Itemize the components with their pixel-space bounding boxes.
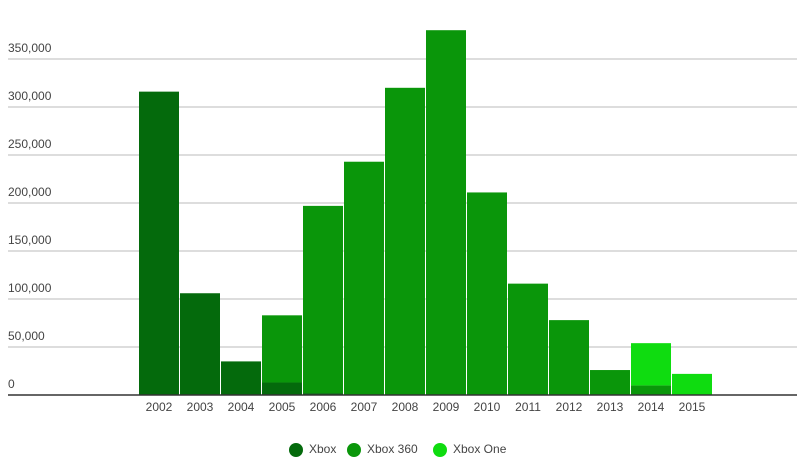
bar-segment: [631, 343, 671, 386]
x-tick-label: 2008: [392, 400, 419, 414]
legend-label: Xbox: [309, 442, 336, 456]
x-tick-label: 2012: [556, 400, 583, 414]
legend-label: Xbox One: [453, 442, 507, 456]
bar-segment: [508, 283, 548, 395]
bar-segment: [672, 373, 712, 395]
bar-segment: [344, 161, 384, 395]
y-tick-label: 50,000: [8, 329, 45, 343]
x-tick-label: 2002: [146, 400, 173, 414]
x-tick-label: 2007: [351, 400, 378, 414]
legend-swatch: [289, 443, 303, 457]
bar-segment: [221, 361, 261, 395]
x-tick-label: 2011: [515, 400, 541, 414]
x-tick-label: 2013: [597, 400, 624, 414]
legend-label: Xbox 360: [367, 442, 418, 456]
x-tick-label: 2015: [679, 400, 706, 414]
x-tick-label: 2014: [638, 400, 665, 414]
legend-swatch: [347, 443, 361, 457]
y-tick-label: 200,000: [8, 185, 52, 199]
x-tick-label: 2005: [269, 400, 296, 414]
x-tick-label: 2010: [474, 400, 501, 414]
y-tick-label: 250,000: [8, 137, 52, 151]
y-tick-label: 350,000: [8, 41, 52, 55]
bar-segment: [385, 87, 425, 396]
y-tick-label: 0: [8, 377, 15, 391]
bar-segment: [180, 293, 220, 395]
bar-segment: [467, 192, 507, 395]
bar-segment: [139, 91, 179, 395]
bar-segment: [549, 320, 589, 395]
x-tick-label: 2004: [228, 400, 255, 414]
bar-segment: [590, 370, 630, 395]
legend-swatch: [433, 443, 447, 457]
y-tick-label: 300,000: [8, 89, 52, 103]
x-tick-label: 2009: [433, 400, 460, 414]
y-tick-label: 150,000: [8, 233, 52, 247]
bar-segment: [262, 382, 302, 395]
bar-segment: [631, 385, 671, 395]
x-tick-label: 2006: [310, 400, 337, 414]
bar-segment: [426, 30, 466, 395]
y-tick-label: 100,000: [8, 281, 52, 295]
bar-segment: [303, 393, 343, 395]
x-tick-label: 2003: [187, 400, 214, 414]
bar-segment: [303, 205, 343, 394]
bar-segment: [262, 315, 302, 383]
